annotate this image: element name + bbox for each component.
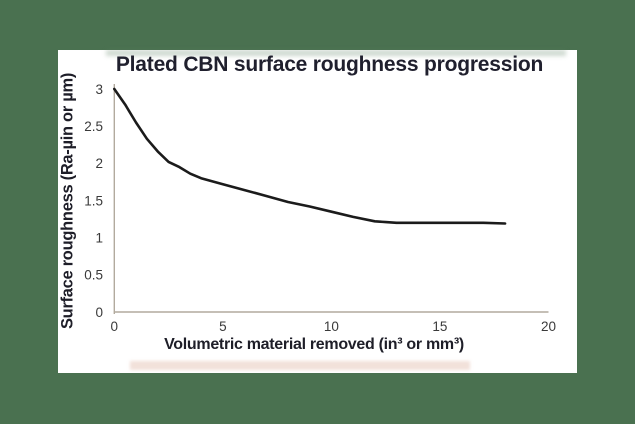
x-tick-label: 10 <box>324 319 339 334</box>
chart-card: Plated CBN surface roughness progression… <box>58 50 577 373</box>
y-tick-label: 2.5 <box>84 119 103 134</box>
y-tick-label: 0 <box>95 305 103 320</box>
y-tick-label: 3 <box>95 82 103 97</box>
x-tick-label: 20 <box>541 319 556 334</box>
y-tick-label: 1.5 <box>84 193 103 208</box>
x-tick-label: 5 <box>219 319 227 334</box>
x-tick-label: 15 <box>432 319 447 334</box>
x-tick-label: 0 <box>111 319 119 334</box>
y-tick-label: 1 <box>95 230 103 245</box>
x-axis-label: Volumetric material removed (in³ or mm³) <box>164 336 464 353</box>
y-tick-label: 0.5 <box>84 268 103 283</box>
y-tick-label: 2 <box>95 156 103 171</box>
roughness-curve <box>113 87 507 225</box>
plot-area: 0 0.5 1 1.5 2 2.5 3 0 5 10 15 20 <box>84 82 556 334</box>
chart-title: Plated CBN surface roughness progression <box>115 53 544 76</box>
